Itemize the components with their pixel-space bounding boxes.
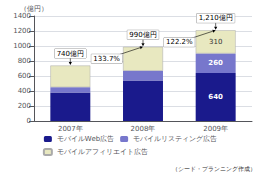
svg-text:（シード・プランニング作成）: （シード・プランニング作成） xyxy=(172,165,256,173)
svg-text:260: 260 xyxy=(208,59,223,67)
svg-text:（億円）: （億円） xyxy=(20,4,48,13)
svg-text:990億円: 990億円 xyxy=(129,31,156,39)
svg-text:310: 310 xyxy=(209,38,222,46)
svg-text:400: 400 xyxy=(18,87,31,95)
svg-text:740億円: 740億円 xyxy=(57,50,84,58)
svg-text:2008年: 2008年 xyxy=(131,125,156,133)
svg-text:133.7%: 133.7% xyxy=(93,55,120,63)
svg-text:1,210億円: 1,210億円 xyxy=(199,14,233,22)
svg-text:2009年: 2009年 xyxy=(203,125,228,133)
svg-text:モバイルアフィリエイト広告: モバイルアフィリエイト広告 xyxy=(57,148,148,156)
svg-text:800: 800 xyxy=(18,57,31,65)
svg-text:1200: 1200 xyxy=(13,27,31,35)
svg-text:モバイルリスティング広告: モバイルリスティング広告 xyxy=(133,135,217,143)
svg-text:2007年: 2007年 xyxy=(58,125,83,133)
svg-text:200: 200 xyxy=(18,102,31,110)
svg-text:1400: 1400 xyxy=(13,12,31,20)
svg-text:モバイルWeb広告: モバイルWeb広告 xyxy=(57,135,114,143)
svg-text:640: 640 xyxy=(208,93,223,101)
svg-text:600: 600 xyxy=(18,72,31,80)
svg-text:1000: 1000 xyxy=(13,42,31,50)
svg-text:122.2%: 122.2% xyxy=(166,38,193,46)
svg-text:0: 0 xyxy=(27,117,31,125)
